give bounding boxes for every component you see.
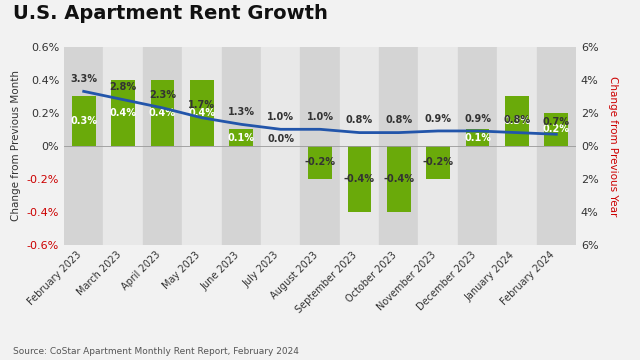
Text: 0.0%: 0.0% — [267, 134, 294, 144]
Bar — [182, 47, 221, 245]
Text: 0.8%: 0.8% — [385, 115, 412, 125]
Bar — [505, 96, 529, 146]
Bar — [190, 80, 214, 146]
Bar — [308, 146, 332, 179]
Bar — [64, 47, 104, 245]
Text: 0.3%: 0.3% — [504, 116, 531, 126]
Bar — [458, 47, 497, 245]
Bar — [104, 47, 143, 245]
Text: 0.4%: 0.4% — [149, 108, 176, 118]
Text: -0.2%: -0.2% — [422, 157, 454, 167]
Bar — [348, 146, 371, 212]
Text: 0.3%: 0.3% — [70, 116, 97, 126]
Text: 2.8%: 2.8% — [109, 82, 136, 92]
Text: 1.0%: 1.0% — [307, 112, 333, 122]
Text: 0.8%: 0.8% — [504, 115, 531, 125]
Text: 2.3%: 2.3% — [149, 90, 176, 100]
Y-axis label: Change from Previous Year: Change from Previous Year — [608, 76, 618, 216]
Bar — [536, 47, 576, 245]
Text: 0.1%: 0.1% — [464, 132, 491, 143]
Text: -0.4%: -0.4% — [383, 174, 414, 184]
Text: U.S. Apartment Rent Growth: U.S. Apartment Rent Growth — [13, 4, 328, 23]
Text: 1.0%: 1.0% — [267, 112, 294, 122]
Bar — [426, 146, 450, 179]
Text: 0.9%: 0.9% — [464, 113, 491, 123]
Text: 0.4%: 0.4% — [109, 108, 136, 118]
Bar — [221, 47, 261, 245]
Bar — [379, 47, 419, 245]
Text: 0.7%: 0.7% — [543, 117, 570, 127]
Text: 0.4%: 0.4% — [188, 108, 215, 118]
Bar — [143, 47, 182, 245]
Bar — [261, 47, 300, 245]
Bar — [300, 47, 340, 245]
Text: 0.8%: 0.8% — [346, 115, 373, 125]
Text: 3.3%: 3.3% — [70, 74, 97, 84]
Bar — [72, 96, 95, 146]
Text: 1.3%: 1.3% — [228, 107, 255, 117]
Text: -0.2%: -0.2% — [305, 157, 335, 167]
Text: 1.7%: 1.7% — [188, 100, 215, 110]
Bar — [466, 129, 490, 146]
Bar — [340, 47, 379, 245]
Text: 0.9%: 0.9% — [425, 113, 452, 123]
Bar — [419, 47, 458, 245]
Text: 0.1%: 0.1% — [228, 132, 255, 143]
Text: Source: CoStar Apartment Monthly Rent Report, February 2024: Source: CoStar Apartment Monthly Rent Re… — [13, 347, 299, 356]
Bar — [387, 146, 411, 212]
Bar — [150, 80, 174, 146]
Text: -0.4%: -0.4% — [344, 174, 375, 184]
Text: 0.2%: 0.2% — [543, 124, 570, 134]
Bar — [545, 113, 568, 146]
Y-axis label: Change from Previous Month: Change from Previous Month — [12, 70, 21, 221]
Bar — [497, 47, 536, 245]
Bar — [229, 129, 253, 146]
Bar — [111, 80, 135, 146]
